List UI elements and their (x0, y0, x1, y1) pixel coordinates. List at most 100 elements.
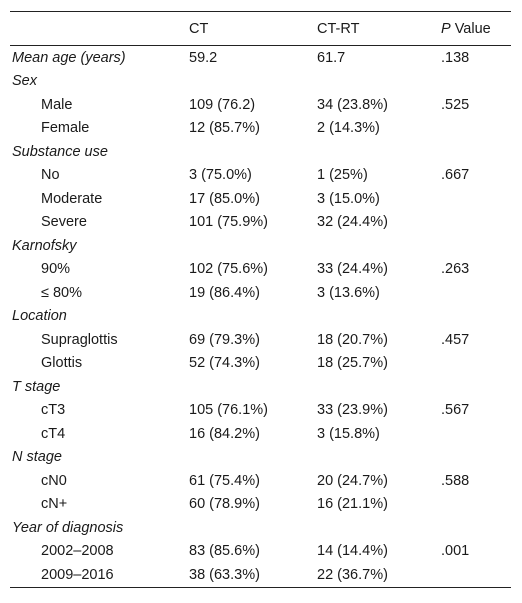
ct-value: 38 (63.3%) (189, 566, 260, 583)
ctrt-value: 61.7 (317, 49, 346, 66)
ct-value: 52 (74.3%) (189, 355, 260, 372)
table-row: cT4 16 (84.2%) 3 (15.8%) (10, 422, 511, 446)
header-ct: CT (189, 20, 209, 37)
ctrt-value: 20 (24.7%) (317, 472, 388, 489)
row-label: Female (41, 120, 90, 137)
ctrt-value: 14 (14.4%) (317, 543, 388, 560)
section-row: Karnofsky (10, 234, 511, 258)
p-value (441, 352, 511, 376)
ct-value: 83 (85.6%) (189, 543, 260, 560)
header-ctrt: CT-RT (317, 20, 360, 37)
table-row: Mean age (years) 59.2 61.7 .138 (10, 46, 511, 70)
table-row: Supraglottis 69 (79.3%) 18 (20.7%) .457 (10, 328, 511, 352)
ct-value: 105 (76.1%) (189, 402, 268, 419)
ctrt-value: 34 (23.8%) (317, 96, 388, 113)
header-row: CT CT-RT P Value (10, 11, 511, 46)
ctrt-value: 32 (24.4%) (317, 214, 388, 231)
table-row: cN+ 60 (78.9%) 16 (21.1%) (10, 493, 511, 517)
p-value (441, 281, 511, 305)
section-row: Year of diagnosis (10, 516, 511, 540)
table-row: Male 109 (76.2) 34 (23.8%) .525 (10, 93, 511, 117)
ctrt-value: 18 (25.7%) (317, 355, 388, 372)
section-row: Location (10, 305, 511, 329)
p-value: .588 (441, 472, 470, 489)
characteristics-table: CT CT-RT P Value Mean age (years) 59.2 6… (10, 11, 511, 588)
row-label: Supraglottis (41, 331, 118, 348)
ct-value: 109 (76.2) (189, 96, 256, 113)
header-p-letter: P (441, 20, 451, 37)
row-label: cN+ (41, 496, 68, 513)
p-value (441, 422, 511, 446)
row-label: ≤ 80% (41, 284, 83, 301)
header-p-rest: Value (450, 20, 491, 37)
ctrt-value: 33 (23.9%) (317, 402, 388, 419)
ct-value: 3 (75.0%) (189, 167, 252, 184)
table-row: Glottis 52 (74.3%) 18 (25.7%) (10, 352, 511, 376)
row-label: Male (41, 96, 73, 113)
ctrt-value: 1 (25%) (317, 167, 368, 184)
section-row: Sex (10, 70, 511, 94)
ct-value: 17 (85.0%) (189, 190, 260, 207)
p-value (441, 117, 511, 141)
p-value: .567 (441, 402, 470, 419)
section-label: N stage (12, 449, 62, 466)
row-label: 2002–2008 (41, 543, 114, 560)
p-value (441, 211, 511, 235)
p-value: .001 (441, 543, 470, 560)
p-value: .525 (441, 96, 470, 113)
ct-value: 59.2 (189, 49, 218, 66)
section-label: Sex (12, 73, 37, 90)
ctrt-value: 33 (24.4%) (317, 261, 388, 278)
section-label: T stage (12, 378, 61, 395)
section-label: Substance use (12, 143, 108, 160)
ctrt-value: 18 (20.7%) (317, 331, 388, 348)
ctrt-value: 16 (21.1%) (317, 496, 388, 513)
section-label: Year of diagnosis (12, 519, 124, 536)
ctrt-value: 3 (15.8%) (317, 425, 380, 442)
row-label: Moderate (41, 190, 103, 207)
row-label: Glottis (41, 355, 83, 372)
section-row: T stage (10, 375, 511, 399)
table-row: 2002–2008 83 (85.6%) 14 (14.4%) .001 (10, 540, 511, 564)
table-row: Severe 101 (75.9%) 32 (24.4%) (10, 211, 511, 235)
row-label: cN0 (41, 472, 67, 489)
p-value: .263 (441, 261, 470, 278)
row-label: 90% (41, 261, 71, 278)
p-value (441, 493, 511, 517)
row-label: Mean age (years) (12, 49, 126, 66)
table-row: No 3 (75.0%) 1 (25%) .667 (10, 164, 511, 188)
row-label: 2009–2016 (41, 566, 114, 583)
p-value: .138 (441, 49, 470, 66)
ctrt-value: 22 (36.7%) (317, 566, 388, 583)
table-row: Female 12 (85.7%) 2 (14.3%) (10, 117, 511, 141)
ctrt-value: 3 (15.0%) (317, 190, 380, 207)
ct-value: 101 (75.9%) (189, 214, 268, 231)
table-row: cN0 61 (75.4%) 20 (24.7%) .588 (10, 469, 511, 493)
characteristics-table-container: CT CT-RT P Value Mean age (years) 59.2 6… (10, 11, 511, 588)
header-label-cell (10, 12, 189, 46)
ctrt-value: 3 (13.6%) (317, 284, 380, 301)
section-label: Karnofsky (12, 237, 77, 254)
section-row: Substance use (10, 140, 511, 164)
row-label: Severe (41, 214, 87, 231)
row-label: cT4 (41, 425, 66, 442)
ct-value: 60 (78.9%) (189, 496, 260, 513)
ct-value: 61 (75.4%) (189, 472, 260, 489)
ct-value: 16 (84.2%) (189, 425, 260, 442)
table-row: 90% 102 (75.6%) 33 (24.4%) .263 (10, 258, 511, 282)
section-row: N stage (10, 446, 511, 470)
p-value (441, 187, 511, 211)
p-value (441, 563, 511, 587)
row-label: No (41, 167, 60, 184)
ct-value: 19 (86.4%) (189, 284, 260, 301)
ct-value: 69 (79.3%) (189, 331, 260, 348)
p-value: .667 (441, 167, 470, 184)
ct-value: 102 (75.6%) (189, 261, 268, 278)
table-row: 2009–2016 38 (63.3%) 22 (36.7%) (10, 563, 511, 587)
row-label: cT3 (41, 402, 66, 419)
header-p-value: P Value (441, 12, 511, 46)
table-row: cT3 105 (76.1%) 33 (23.9%) .567 (10, 399, 511, 423)
ct-value: 12 (85.7%) (189, 120, 260, 137)
section-label: Location (12, 308, 67, 325)
ctrt-value: 2 (14.3%) (317, 120, 380, 137)
